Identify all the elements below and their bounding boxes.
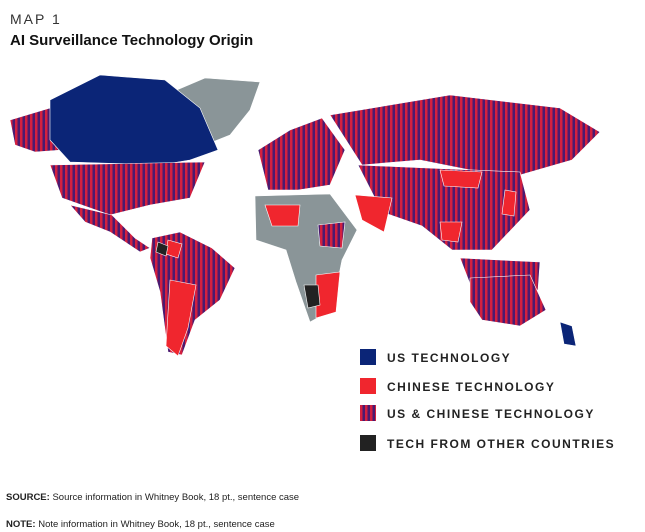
note-label: NOTE: <box>6 519 36 530</box>
note-line: NOTE: Note information in Whitney Book, … <box>6 519 275 530</box>
source-line: SOURCE: Source information in Whitney Bo… <box>6 492 299 503</box>
country <box>165 279 197 357</box>
legend-label: US TECHNOLOGY <box>387 351 511 365</box>
legend-swatch <box>360 378 376 394</box>
country <box>9 107 63 153</box>
country <box>317 221 346 249</box>
world-map <box>9 74 601 357</box>
legend-swatch <box>360 405 376 421</box>
country <box>469 274 547 327</box>
country <box>559 321 577 347</box>
country <box>155 241 169 257</box>
legend: US TECHNOLOGY CHINESE TECHNOLOGY US & CH… <box>360 349 615 451</box>
source-label: SOURCE: <box>6 492 50 503</box>
legend-swatch <box>360 435 376 451</box>
note-text: Note information in Whitney Book, 18 pt.… <box>38 519 275 530</box>
legend-label: TECH FROM OTHER COUNTRIES <box>387 437 615 451</box>
country <box>329 94 601 176</box>
country <box>439 169 483 189</box>
source-text: Source information in Whitney Book, 18 p… <box>52 492 299 503</box>
country <box>264 204 301 227</box>
country <box>69 204 151 253</box>
country <box>315 271 341 319</box>
country <box>439 221 463 243</box>
country <box>303 284 321 309</box>
country <box>257 117 346 191</box>
map-title: AI Surveillance Technology Origin <box>10 32 253 49</box>
country <box>49 161 206 216</box>
legend-label: US & CHINESE TECHNOLOGY <box>387 407 595 421</box>
legend-swatch <box>360 349 376 365</box>
country <box>357 164 531 251</box>
map-kicker: MAP 1 <box>10 11 62 27</box>
legend-label: CHINESE TECHNOLOGY <box>387 380 555 394</box>
country <box>501 189 517 217</box>
country <box>49 74 219 166</box>
country <box>354 194 393 233</box>
